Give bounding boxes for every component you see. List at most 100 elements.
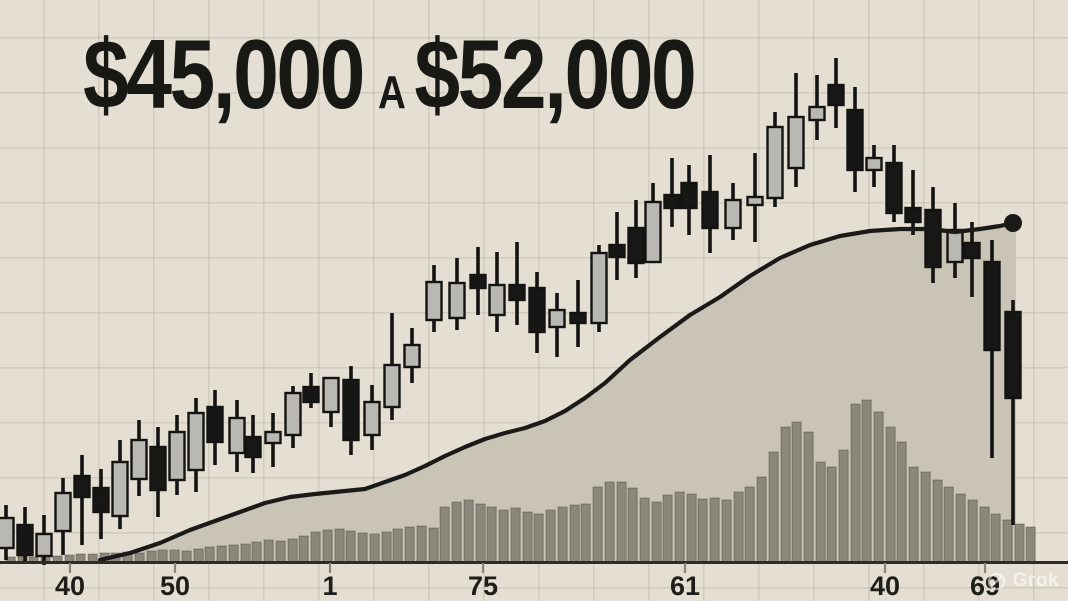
candle-body-bearish — [846, 108, 864, 172]
volume-bar — [216, 545, 227, 563]
candle-body-bullish — [766, 125, 784, 200]
volume-bar — [721, 499, 732, 563]
title-connector: A — [378, 66, 406, 118]
volume-bar — [826, 466, 837, 563]
candlestick — [787, 73, 805, 187]
candlestick — [827, 58, 845, 128]
volume-bar — [990, 513, 1001, 563]
candle-body-bullish — [724, 198, 742, 230]
volume-bar — [416, 525, 427, 563]
candle-body-bullish — [746, 195, 764, 207]
volume-bar — [251, 541, 262, 563]
candle-body-bearish — [149, 445, 167, 492]
circle-slash-icon — [987, 572, 1005, 590]
candle-body-bearish — [1004, 310, 1022, 400]
volume-bar — [756, 476, 767, 563]
volume-bar — [979, 506, 990, 563]
candle-body-bearish — [885, 161, 903, 215]
candlestick — [766, 112, 784, 207]
trend-end-dot — [1004, 214, 1022, 232]
volume-bar — [592, 486, 603, 563]
volume-bar — [639, 497, 650, 563]
candle-body-bullish — [383, 363, 401, 409]
volume-bar — [533, 513, 544, 563]
candlestick — [0, 505, 15, 560]
candlestick — [73, 455, 91, 545]
candlestick — [924, 187, 942, 283]
volume-bar — [169, 549, 180, 563]
candlestick — [130, 420, 148, 496]
candlestick — [627, 200, 645, 278]
volume-bar — [1014, 523, 1025, 563]
volume-bar — [803, 431, 814, 563]
candle-body-bearish — [244, 435, 262, 459]
candle-body-bullish — [130, 438, 148, 481]
volume-bar — [908, 466, 919, 563]
candle-body-bearish — [508, 283, 526, 302]
volume-bar — [686, 493, 697, 563]
candlestick — [111, 440, 129, 529]
candlestick — [548, 293, 566, 357]
candle-body-bearish — [342, 378, 360, 442]
watermark: Grok — [987, 570, 1059, 592]
trend-line — [97, 220, 1016, 563]
candlestick — [808, 75, 826, 140]
volume-bar — [943, 486, 954, 563]
candlestick — [946, 203, 964, 278]
candle-body-bullish — [425, 280, 443, 322]
candlestick — [904, 170, 922, 235]
candle-body-bearish — [206, 405, 224, 444]
candle-body-bearish — [569, 311, 587, 325]
volume-bar — [733, 491, 744, 563]
candle-body-bullish — [946, 228, 964, 264]
candle-body-bearish — [608, 243, 626, 259]
candlestick — [701, 155, 719, 253]
volume-bar — [662, 494, 673, 563]
volume-bar — [522, 511, 533, 563]
candle-body-bearish — [302, 385, 320, 404]
candle-body-bearish — [469, 273, 487, 290]
candlestick — [963, 222, 981, 297]
volume-bar — [369, 533, 380, 563]
candlestick — [425, 265, 443, 332]
volume-bar — [204, 546, 215, 563]
candle-body-bullish — [548, 308, 566, 329]
candle-body-bullish — [865, 156, 883, 172]
candlestick — [448, 258, 466, 330]
volume-bar — [134, 552, 145, 563]
candle-body-bullish — [363, 400, 381, 437]
volume-bar — [580, 503, 591, 563]
volume-bar — [1002, 519, 1013, 563]
volume-bar — [768, 451, 779, 563]
volume-bar — [896, 441, 907, 563]
volume-bar — [87, 553, 98, 563]
candle-body-bearish — [924, 208, 942, 269]
volume-bar — [287, 538, 298, 563]
volume-bar — [545, 509, 556, 563]
title-left-value: $45,000 — [83, 19, 365, 129]
candlestick — [528, 272, 546, 353]
volume-bar — [64, 554, 75, 563]
volume-bar — [709, 497, 720, 563]
volume-bar — [498, 509, 509, 563]
candle-body-bearish — [827, 83, 845, 107]
volume-bar — [439, 506, 450, 563]
volume-bar — [780, 426, 791, 563]
volume-bar — [463, 499, 474, 563]
volume-bar — [674, 491, 685, 563]
trend-line-layer — [97, 214, 1022, 563]
candlestick — [244, 415, 262, 473]
candlestick — [1004, 300, 1022, 525]
volume-bar — [486, 506, 497, 563]
volume-bar — [861, 399, 872, 563]
candlestick — [342, 366, 360, 455]
candle-body-bearish — [663, 193, 681, 210]
candlestick — [746, 153, 764, 242]
volume-bar — [604, 481, 615, 563]
candlestick — [590, 245, 608, 332]
volume-bar — [1025, 526, 1036, 563]
candlestick — [322, 376, 340, 427]
candle-body-bearish — [983, 260, 1001, 352]
